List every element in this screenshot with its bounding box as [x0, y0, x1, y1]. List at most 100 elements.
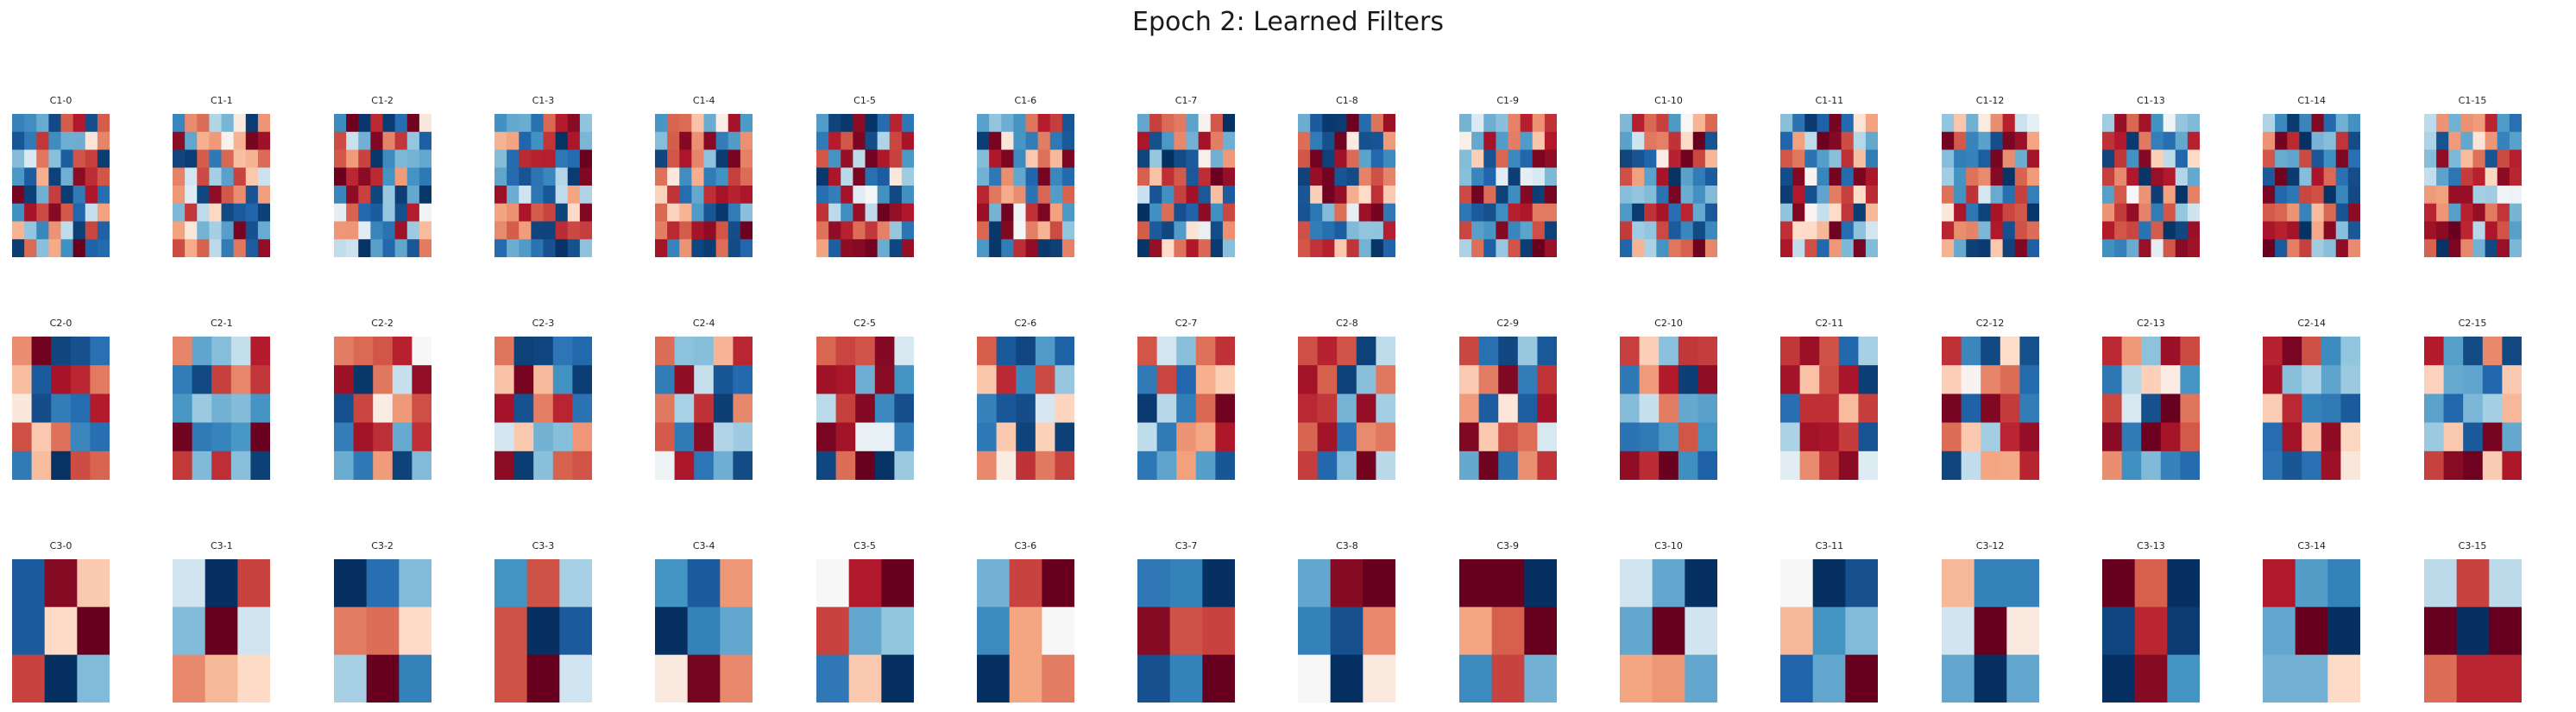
heatmap-cell	[2000, 337, 2020, 366]
filter-label: C2-2	[371, 318, 394, 329]
heatmap-cell	[1812, 559, 1847, 608]
heatmap-cell	[246, 239, 259, 257]
heatmap-cell	[1678, 451, 1698, 480]
heatmap-cell	[2014, 203, 2028, 223]
heatmap-cell	[246, 221, 259, 240]
heatmap-cell	[816, 451, 836, 480]
heatmap-cell	[877, 131, 890, 151]
heatmap-cell	[353, 422, 374, 452]
heatmap-cell	[406, 239, 420, 257]
filter-label: C2-0	[49, 318, 72, 329]
heatmap-cell	[1346, 114, 1360, 133]
heatmap-cell	[72, 149, 86, 168]
heatmap-cell	[392, 337, 413, 366]
heatmap-cell	[507, 167, 520, 186]
heatmap-cell	[1013, 149, 1026, 168]
heatmap-cell	[2311, 114, 2325, 133]
heatmap-cell	[2459, 221, 2473, 240]
heatmap-cell	[1819, 394, 1840, 424]
filter-heatmap	[816, 559, 914, 703]
heatmap-cell	[60, 203, 74, 223]
heatmap-cell	[1162, 114, 1175, 133]
heatmap-cell	[1371, 221, 1384, 240]
heatmap-cell	[1334, 114, 1348, 133]
heatmap-cell	[2006, 654, 2039, 703]
heatmap-cell	[655, 451, 676, 480]
heatmap-cell	[1974, 607, 2007, 656]
heatmap-cell	[2482, 365, 2503, 394]
heatmap-cell	[1483, 186, 1496, 205]
heatmap-cell	[1659, 365, 1679, 394]
heatmap-cell	[835, 422, 856, 452]
heatmap-cell	[2423, 654, 2457, 703]
heatmap-cell	[1337, 394, 1357, 424]
heatmap-cell	[1792, 239, 1806, 257]
heatmap-cell	[369, 167, 383, 186]
heatmap-cell	[1866, 149, 1879, 168]
heatmap-cell	[205, 654, 239, 703]
heatmap-cell	[533, 422, 554, 452]
filter-heatmap	[12, 337, 110, 480]
heatmap-cell	[1346, 221, 1360, 240]
heatmap-cell	[345, 203, 359, 223]
heatmap-cell	[1025, 167, 1039, 186]
heatmap-cell	[727, 149, 741, 168]
heatmap-cell	[1198, 167, 1212, 186]
heatmap-cell	[2275, 186, 2289, 205]
heatmap-cell	[2101, 149, 2115, 168]
heatmap-cell	[976, 239, 990, 257]
heatmap-cell	[1337, 451, 1357, 480]
heatmap-cell	[2447, 114, 2461, 133]
heatmap-cell	[1620, 559, 1653, 608]
filter-panel-c1-6: C1-6	[976, 95, 1074, 257]
heatmap-cell	[852, 239, 866, 257]
heatmap-cell	[2101, 559, 2136, 608]
filter-heatmap	[1298, 114, 1396, 257]
heatmap-cell	[1346, 186, 1360, 205]
heatmap-cell	[1866, 239, 1879, 257]
heatmap-cell	[366, 654, 400, 703]
heatmap-cell	[1298, 422, 1319, 452]
heatmap-cell	[2295, 607, 2329, 656]
heatmap-cell	[192, 451, 213, 480]
heatmap-cell	[1804, 167, 1818, 186]
heatmap-cell	[1176, 365, 1197, 394]
heatmap-cell	[2501, 337, 2522, 366]
heatmap-cell	[2321, 394, 2342, 424]
heatmap-cell	[394, 114, 407, 133]
heatmap-cell	[2348, 186, 2361, 205]
heatmap-cell	[1471, 239, 1484, 257]
heatmap-cell	[720, 607, 753, 656]
heatmap-cell	[1383, 149, 1396, 168]
heatmap-cell	[1334, 186, 1348, 205]
heatmap-cell	[2509, 203, 2522, 223]
filter-label: C1-14	[2297, 95, 2327, 106]
heatmap-cell	[1980, 365, 2000, 394]
heatmap-cell	[988, 221, 1002, 240]
heatmap-cell	[1620, 337, 1641, 366]
heatmap-cell	[713, 394, 734, 424]
heatmap-cell	[1668, 221, 1682, 240]
heatmap-cell	[715, 167, 729, 186]
heatmap-cell	[655, 394, 676, 424]
heatmap-cell	[1186, 203, 1200, 223]
heatmap-cell	[1371, 149, 1384, 168]
heatmap-cell	[687, 654, 721, 703]
heatmap-cell	[1866, 186, 1879, 205]
heatmap-cell	[90, 451, 110, 480]
heatmap-cell	[398, 559, 431, 608]
heatmap-cell	[357, 149, 371, 168]
heatmap-cell	[2423, 422, 2444, 452]
heatmap-cell	[333, 167, 347, 186]
heatmap-cell	[1149, 203, 1162, 223]
heatmap-cell	[679, 149, 693, 168]
heatmap-cell	[555, 167, 569, 186]
filter-heatmap	[1941, 337, 2039, 480]
heatmap-cell	[2340, 337, 2361, 366]
heatmap-cell	[1980, 394, 2000, 424]
heatmap-cell	[2006, 607, 2039, 656]
heatmap-cell	[1186, 114, 1200, 133]
heatmap-cell	[2485, 186, 2497, 205]
heatmap-cell	[1780, 337, 1801, 366]
filter-label: C2-15	[2458, 318, 2487, 329]
